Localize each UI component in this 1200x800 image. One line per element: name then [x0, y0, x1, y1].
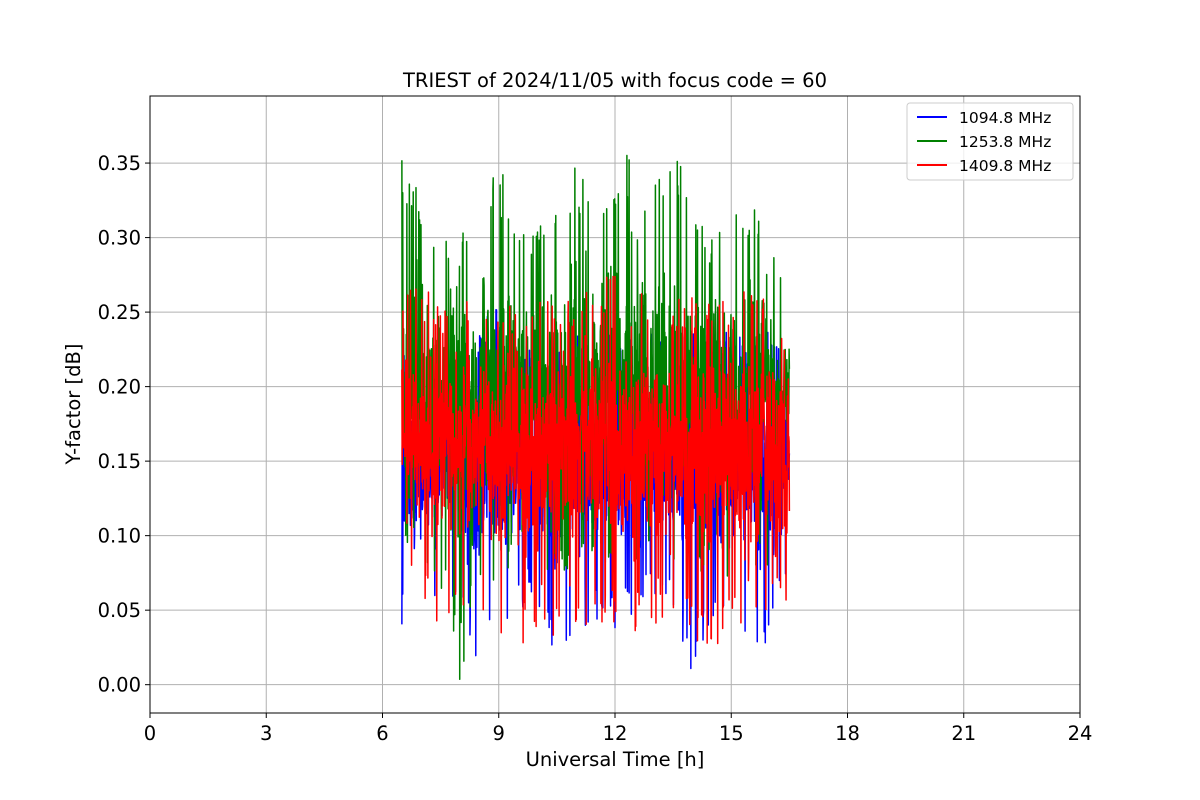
legend-box [906, 102, 1074, 181]
x-tick-label: 21 [951, 722, 976, 745]
y-axis: 0.00 0.05 0.10 0.15 0.20 0.25 0.30 0.35 [98, 152, 150, 697]
y-tick-label: 0.30 [98, 227, 141, 250]
y-tick-label: 0.20 [98, 376, 141, 399]
x-tick-label: 18 [835, 722, 860, 745]
plot-area [401, 154, 791, 681]
series-layer [401, 154, 791, 681]
y-tick-label: 0.10 [98, 525, 141, 548]
legend-entry: 1094.8 MHz [959, 109, 1051, 127]
x-tick-label: 0 [144, 722, 156, 745]
x-tick-label: 3 [260, 722, 272, 745]
x-axis: 0 3 6 9 12 15 18 21 24 [144, 713, 1093, 745]
legend: 1094.8 MHz 1253.8 MHz 1409.8 MHz [906, 102, 1074, 181]
x-axis-label: Universal Time [h] [526, 748, 705, 771]
y-tick-label: 0.15 [98, 450, 141, 473]
chart-title: TRIEST of 2024/11/05 with focus code = 6… [402, 69, 827, 92]
y-tick-label: 0.00 [98, 674, 141, 697]
series-line [401, 275, 791, 645]
y-tick-label: 0.05 [98, 599, 141, 622]
y-axis-label: Y-factor [dB] [62, 344, 85, 466]
y-tick-label: 0.25 [98, 301, 141, 324]
x-tick-label: 9 [493, 722, 505, 745]
x-tick-label: 15 [719, 722, 744, 745]
legend-entry: 1253.8 MHz [959, 133, 1051, 151]
x-tick-label: 6 [376, 722, 388, 745]
x-tick-label: 24 [1068, 722, 1093, 745]
legend-entry: 1409.8 MHz [959, 157, 1051, 175]
y-tick-label: 0.35 [98, 152, 141, 175]
x-tick-label: 12 [603, 722, 628, 745]
